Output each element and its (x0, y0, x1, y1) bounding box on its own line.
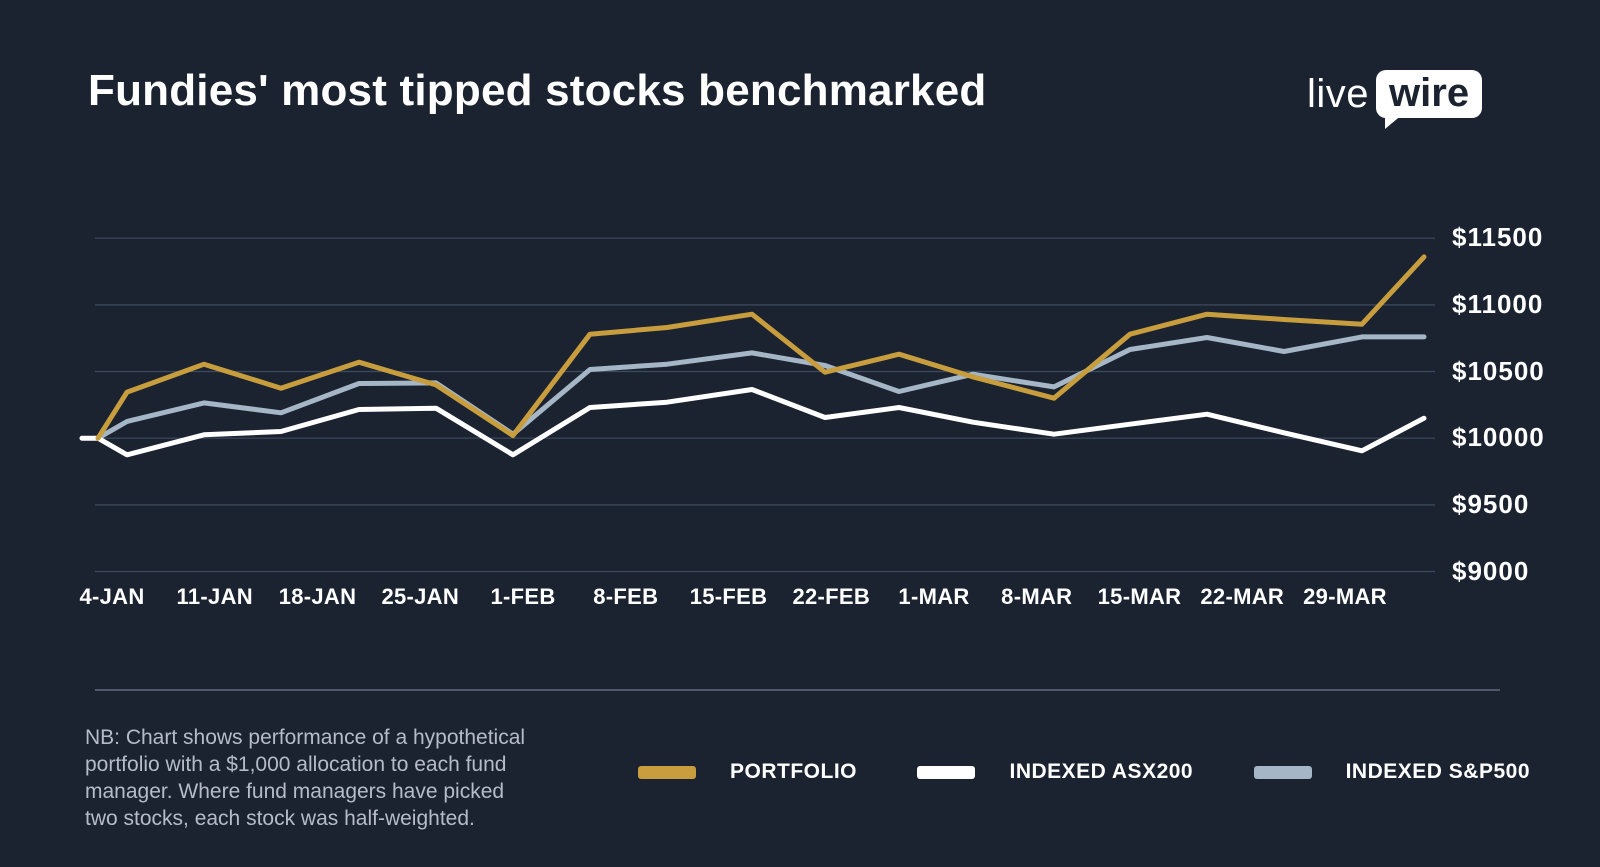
x-axis-label: 15-MAR (1097, 584, 1182, 609)
legend-label: PORTFOLIO (730, 760, 857, 783)
y-axis-label: $9000 (1452, 555, 1530, 586)
sp500-swatch-icon (1253, 765, 1312, 779)
footnote-text: NB: Chart shows performance of a hypothe… (85, 726, 526, 830)
x-axis-label: 4-JAN (79, 584, 145, 609)
legend-label: INDEXED S&P500 (1345, 760, 1530, 783)
logo-bubble-tail-icon (1385, 114, 1404, 129)
legend-label: INDEXED ASX200 (1009, 760, 1194, 783)
portfolio-swatch-icon (638, 765, 696, 779)
x-axis-label: 22-MAR (1200, 584, 1285, 609)
x-axis-label: 8-FEB (593, 584, 659, 609)
x-axis-label: 15-FEB (689, 584, 768, 609)
legend-item-portfolio: PORTFOLIO (638, 760, 857, 784)
series-line-indexed-s-p500 (95, 334, 1427, 441)
y-axis-label: $10000 (1452, 422, 1545, 453)
page-title: Fundies' most tipped stocks benchmarked (88, 66, 987, 115)
legend-item-sp500: INDEXED S&P500 (1253, 760, 1530, 784)
x-axis-label: 25-JAN (381, 584, 460, 609)
y-axis-label: $10500 (1452, 355, 1545, 386)
logo-text-live: live (1307, 71, 1370, 116)
x-axis-label: 1-MAR (898, 584, 970, 609)
y-axis-label: $9500 (1452, 488, 1530, 519)
x-axis-label: 11-JAN (176, 584, 253, 609)
series-line-indexed-asx200 (79, 387, 1427, 458)
logo-text-wire: wire (1389, 71, 1470, 115)
series-line-portfolio (95, 254, 1427, 441)
x-axis-label: 8-MAR (1001, 584, 1073, 609)
x-axis-label: 18-JAN (278, 584, 357, 609)
y-axis-label: $11000 (1452, 288, 1544, 319)
livewire-logo: live wire (1307, 70, 1483, 129)
legend-item-asx200: INDEXED ASX200 (917, 760, 1193, 784)
x-axis-label: 1-FEB (490, 584, 556, 609)
asx200-swatch-icon (917, 765, 976, 779)
footer-divider (95, 689, 1500, 691)
chart-legend: PORTFOLIO INDEXED ASX200 INDEXED S&P500 (638, 760, 1530, 784)
x-axis-label: 29-MAR (1303, 584, 1387, 609)
y-axis-label: $11500 (1452, 222, 1544, 253)
logo-wire-bubble: wire (1376, 70, 1483, 129)
x-axis-label: 22-FEB (792, 584, 871, 609)
